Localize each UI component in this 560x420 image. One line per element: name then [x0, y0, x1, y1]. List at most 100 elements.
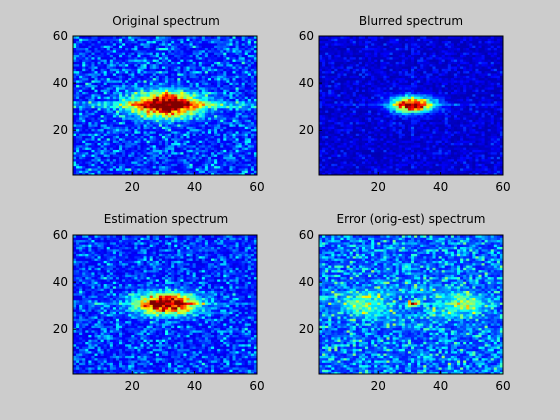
heatmap-cell — [358, 130, 363, 134]
heatmap-cell — [112, 52, 117, 55]
heatmap-cell — [103, 77, 108, 81]
heatmap-cells — [73, 36, 258, 176]
heatmap-cell — [496, 128, 501, 132]
heatmap-cell — [414, 170, 418, 174]
heatmap-cell — [322, 168, 326, 171]
heatmap-cell — [475, 151, 479, 155]
heatmap-cell — [214, 121, 218, 125]
heatmap-cell — [128, 156, 132, 160]
heatmap-cell — [438, 170, 443, 174]
heatmap-cell — [73, 135, 77, 139]
heatmap-cell — [131, 82, 135, 86]
heatmap-cell — [244, 73, 249, 76]
heatmap-cell — [250, 59, 255, 62]
heatmap-cell — [183, 117, 187, 120]
heatmap-cell — [149, 52, 154, 55]
heatmap-cell — [100, 105, 105, 109]
heatmap-cell — [189, 100, 193, 104]
heatmap-cell — [435, 163, 439, 167]
heatmap-cell — [165, 170, 169, 174]
heatmap-cell — [352, 121, 357, 125]
heatmap-cell — [146, 135, 151, 139]
heatmap-cell — [146, 63, 151, 67]
heatmap-cell — [322, 161, 326, 164]
heatmap-cell — [195, 110, 200, 113]
heatmap-cell — [383, 168, 387, 171]
heatmap-cell — [97, 77, 101, 81]
heatmap-cell — [131, 149, 135, 153]
heatmap-cell — [453, 151, 458, 155]
heatmap-cell — [177, 137, 181, 141]
heatmap-cell — [226, 112, 230, 116]
heatmap-cell — [414, 151, 418, 155]
heatmap-cell — [165, 40, 169, 44]
heatmap-cell — [365, 154, 369, 157]
heatmap-cell — [226, 128, 230, 132]
heatmap-cell — [100, 121, 105, 125]
heatmap-cell — [457, 147, 461, 150]
heatmap-cell — [235, 103, 239, 106]
heatmap-cell — [192, 119, 197, 123]
heatmap-cell — [438, 165, 443, 169]
heatmap-cell — [115, 38, 120, 42]
heatmap-cell — [174, 144, 178, 148]
heatmap-cell — [82, 112, 86, 116]
heatmap-cell — [109, 126, 114, 130]
heatmap-cell — [189, 96, 193, 99]
heatmap-cell — [414, 128, 418, 132]
heatmap-cell — [155, 168, 160, 171]
heatmap-cell — [198, 137, 203, 141]
heatmap-cell — [207, 154, 212, 157]
heatmap-cell — [325, 158, 329, 162]
heatmap-cell — [389, 165, 393, 169]
heatmap-cell — [76, 96, 80, 99]
heatmap-cell — [155, 126, 160, 130]
heatmap-cell — [186, 70, 190, 74]
heatmap-cell — [115, 170, 120, 174]
heatmap-cell — [174, 130, 178, 134]
heatmap-cell — [247, 149, 252, 153]
heatmap-cell — [152, 112, 157, 116]
heatmap-cell — [220, 93, 224, 97]
heatmap-cell — [232, 42, 236, 46]
heatmap-cell — [365, 130, 369, 134]
heatmap-cell — [158, 70, 163, 74]
heatmap-cell — [207, 163, 212, 167]
heatmap-cell — [109, 93, 114, 97]
heatmap-cell — [119, 128, 123, 132]
heatmap-cell — [334, 133, 338, 137]
heatmap-cell — [496, 126, 501, 130]
heatmap-cell — [94, 40, 98, 44]
heatmap-cell — [112, 105, 117, 109]
heatmap-cell — [174, 73, 178, 76]
heatmap-cell — [463, 140, 467, 143]
heatmap-cell — [158, 137, 163, 141]
heatmap-cell — [253, 63, 258, 67]
heatmap-cell — [73, 161, 77, 164]
heatmap-cell — [195, 112, 200, 116]
heatmap-cell — [235, 93, 239, 97]
heatmap-cell — [487, 142, 492, 146]
heatmap-cell — [214, 61, 218, 65]
heatmap-cell — [395, 126, 400, 130]
heatmap-cell — [97, 91, 101, 95]
heatmap-cell — [420, 137, 424, 141]
heatmap-cell — [155, 38, 160, 42]
heatmap-cell — [149, 73, 154, 76]
heatmap-cell — [122, 47, 126, 51]
heatmap-cell — [155, 100, 160, 104]
heatmap-cell — [401, 147, 406, 150]
heatmap-cell — [217, 70, 221, 74]
heatmap-cell — [253, 103, 258, 106]
heatmap-cell — [352, 168, 357, 171]
heatmap-cell — [146, 130, 151, 134]
heatmap-cell — [368, 126, 372, 130]
heatmap-cell — [220, 38, 224, 42]
heatmap-cell — [217, 112, 221, 116]
heatmap-cell — [426, 126, 430, 130]
heatmap-cell — [128, 110, 132, 113]
heatmap-cell — [207, 52, 212, 55]
heatmap-cell — [478, 124, 482, 127]
heatmap-cell — [211, 165, 215, 169]
heatmap-cell — [457, 170, 461, 174]
